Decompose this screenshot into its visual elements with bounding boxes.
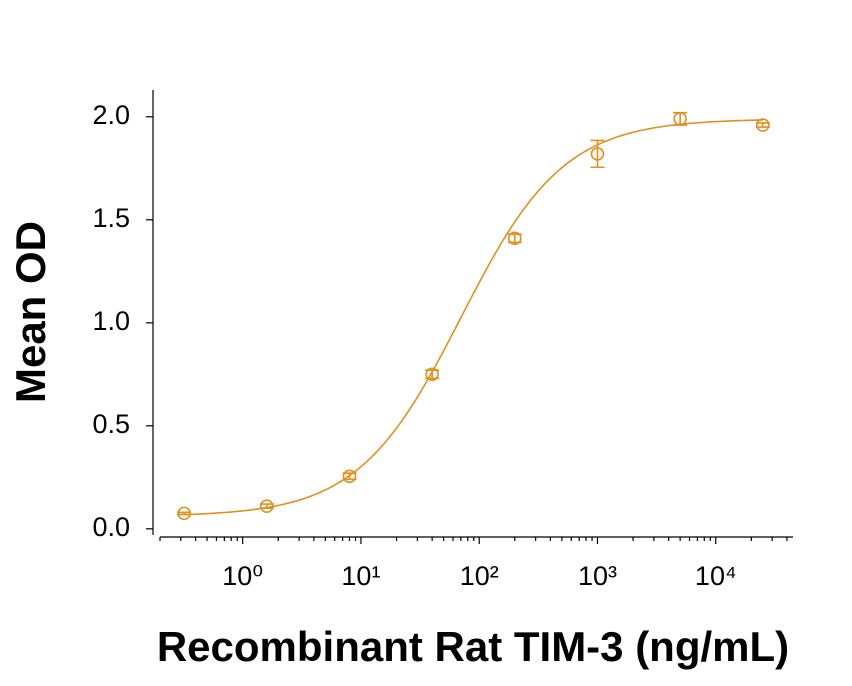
fit-curve (184, 119, 763, 516)
x-tick-label: 10⁴ (695, 561, 737, 591)
point (342, 469, 357, 484)
error-bar (259, 503, 274, 510)
point (756, 118, 770, 132)
point (508, 231, 522, 246)
y-tick-label: 0.5 (92, 409, 130, 439)
point (177, 506, 191, 521)
y-tick-label: 2.0 (92, 100, 130, 130)
x-tick-label: 10⁰ (222, 561, 263, 591)
error-bar (177, 511, 192, 516)
x-tick-label: 10³ (578, 561, 617, 591)
point (260, 499, 274, 513)
point (590, 147, 605, 161)
x-tick-label: 10² (460, 561, 499, 591)
error-bar (755, 122, 770, 128)
y-tick-label: 1.5 (92, 203, 130, 233)
point (673, 112, 687, 126)
y-tick-label: 0.0 (92, 512, 130, 542)
error-bar (590, 139, 605, 169)
y-tick-label: 1.0 (92, 306, 130, 336)
y-axis-title: Mean OD (7, 221, 54, 403)
x-axis-title: Recombinant Rat TIM-3 (ng/mL) (157, 623, 789, 670)
x-tick-label: 10¹ (341, 561, 380, 591)
point (425, 367, 439, 382)
